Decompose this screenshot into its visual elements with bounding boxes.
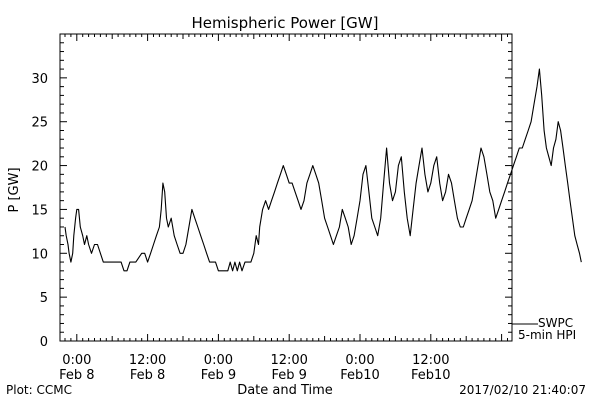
x-tick-time-label: 12:00: [270, 353, 307, 368]
y-tick-label: 25: [31, 116, 48, 131]
y-axis-ticks: 0 5 10 15 20 25 30: [31, 33, 512, 350]
x-tick-date-label: Feb10: [340, 368, 380, 383]
x-tick-time-label: 0:00: [62, 353, 91, 368]
x-tick-date-label: Feb 8: [130, 368, 165, 383]
legend-series-name: 5-min HPI: [518, 328, 576, 342]
series-layer: [64, 68, 582, 272]
x-tick-date-label: Feb 9: [271, 368, 306, 383]
y-tick-label: 10: [31, 247, 48, 262]
y-tick-label: 5: [40, 291, 48, 306]
y-tick-label: 0: [40, 335, 48, 350]
plot-timestamp: 2017/02/10 21:40:07: [459, 383, 586, 397]
x-axis-label: Date and Time: [237, 383, 333, 398]
legend-series-source: SWPC: [538, 316, 573, 330]
x-tick-time-label: 12:00: [412, 353, 449, 368]
y-tick-label: 15: [31, 203, 48, 218]
y-axis-label: P [GW]: [7, 167, 22, 212]
x-tick-date-label: Feb 9: [201, 368, 236, 383]
series-line: [64, 68, 582, 272]
plot-frame: [59, 33, 513, 342]
x-tick-date-label: Feb10: [411, 368, 451, 383]
x-tick-time-label: 0:00: [204, 353, 233, 368]
y-tick-label: 20: [31, 160, 48, 175]
y-tick-label: 30: [31, 72, 48, 87]
x-tick-time-label: 0:00: [345, 353, 374, 368]
plot-credit: Plot: CCMC: [6, 383, 72, 397]
chart-title: Hemispheric Power [GW]: [192, 14, 379, 32]
x-tick-time-label: 12:00: [129, 353, 166, 368]
x-tick-date-label: Feb 8: [59, 368, 94, 383]
